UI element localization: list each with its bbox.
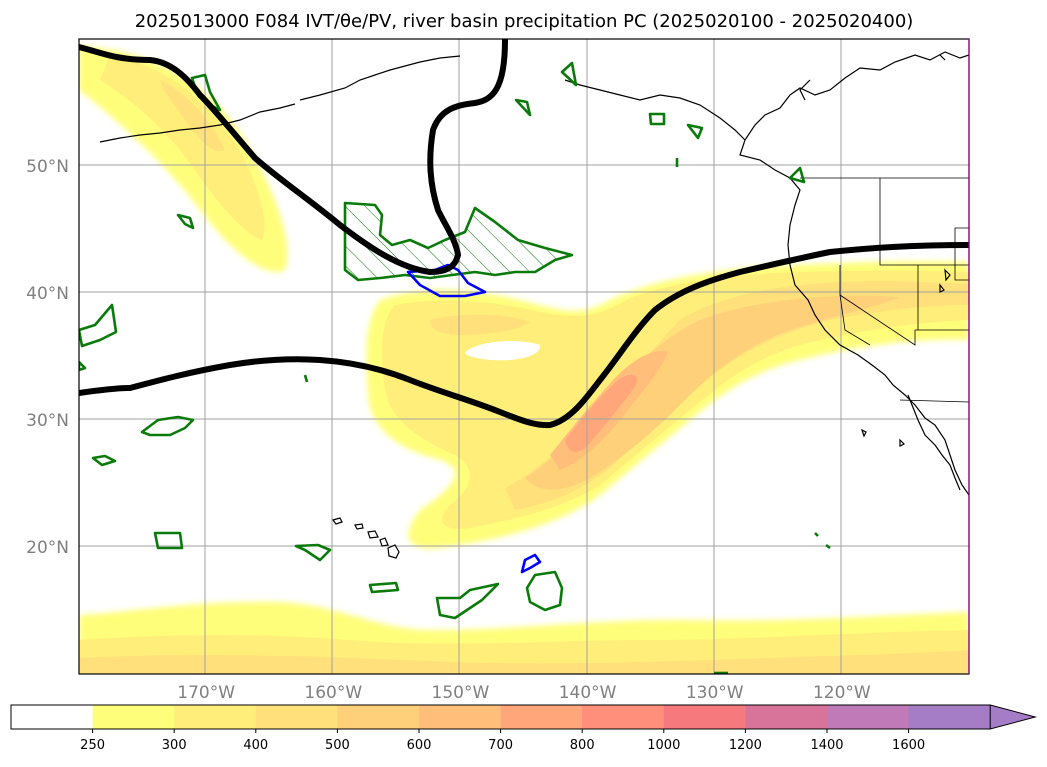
lat-label: 30°N [26, 411, 69, 431]
colorbar-tick-label: 500 [325, 738, 350, 753]
baja-coastline [907, 394, 961, 491]
gridlines [79, 39, 969, 674]
colorbar-tick-label: 700 [488, 738, 513, 753]
blue-contour-south [520, 553, 542, 574]
colorbar-segment [174, 705, 257, 729]
lat-label: 50°N [26, 157, 69, 177]
colorbar-segment [92, 705, 175, 729]
pv-contour-main [79, 242, 969, 429]
map-panel [78, 38, 970, 675]
pv-contours [79, 39, 969, 429]
colorbar-tick-label: 1200 [729, 738, 762, 753]
lon-label: 170°W [177, 683, 235, 703]
colorbar-tick-label: 300 [162, 738, 187, 753]
aleutian-islands [99, 103, 296, 143]
lon-label: 140°W [559, 683, 617, 703]
lon-label: 150°W [432, 683, 490, 703]
colorbar-tick-label: 1600 [892, 738, 925, 753]
north-america-coastline [739, 51, 969, 496]
colorbar-segment [500, 705, 583, 729]
longitude-labels: 170°W 160°W 150°W 140°W 130°W 120°W [177, 683, 871, 703]
ivt-shading [79, 46, 969, 674]
lat-label: 40°N [26, 284, 69, 304]
colorbar-segment [11, 705, 94, 729]
colorbar-segment [908, 705, 991, 729]
colorbar-segment [337, 705, 420, 729]
blue-contour-north [406, 263, 487, 298]
lon-label: 120°W [813, 683, 871, 703]
coastlines [99, 51, 969, 559]
us-state-lines [839, 178, 969, 403]
lat-label: 20°N [26, 538, 69, 558]
blue-contours [406, 263, 542, 574]
colorbar-segment [419, 705, 502, 729]
colorbar-segment [827, 705, 910, 729]
colorbar-tick-label: 400 [243, 738, 268, 753]
lon-label: 130°W [686, 683, 744, 703]
colorbar-tick-label: 600 [407, 738, 432, 753]
pv-contour-northwest [79, 39, 508, 275]
colorbar-segment [255, 705, 338, 729]
colorbar-tick-label: 250 [80, 738, 105, 753]
latitude-labels: 50°N 40°N 30°N 20°N [26, 157, 69, 558]
borders [800, 177, 969, 403]
colorbar-extend-arrow [989, 704, 1038, 730]
colorbar-tick-label: 1000 [647, 738, 680, 753]
colorbar-tick-label: 800 [570, 738, 595, 753]
chart-title: 2025013000 F084 IVT/θe/PV, river basin p… [135, 11, 914, 32]
colorbar: 250 300 400 500 600 700 800 1000 1200 1400 1600 [10, 704, 1038, 753]
colorbar-tick-label: 1400 [810, 738, 843, 753]
colorbar-segment [582, 705, 665, 729]
hawaii-islands [331, 517, 400, 559]
colorbar-segment [745, 705, 828, 729]
lon-label: 160°W [304, 683, 362, 703]
colorbar-segment [663, 705, 746, 729]
